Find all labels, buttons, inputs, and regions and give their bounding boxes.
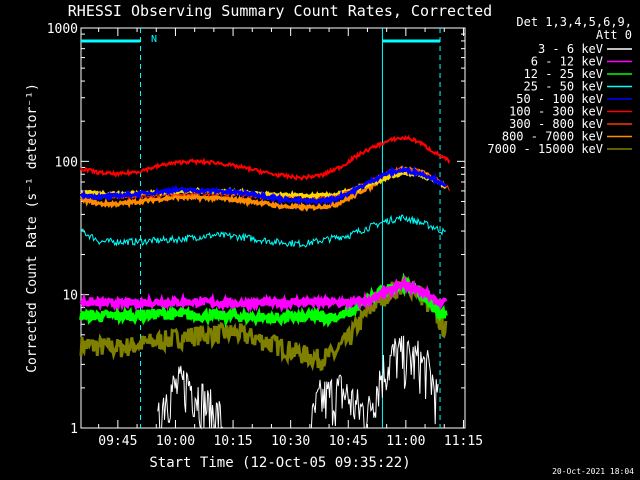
series-line: [157, 365, 224, 430]
plot-frame: [80, 27, 466, 429]
series-line: [79, 276, 448, 372]
x-tick-label: 10:00: [156, 434, 195, 449]
x-axis: 09:45 10:00 10:15 10:30 10:45 11:00 11:15: [98, 28, 483, 449]
plot-area: [80, 27, 466, 429]
series-line: [310, 335, 439, 429]
x-tick-label: 09:45: [98, 434, 137, 449]
x-tick-label: 10:45: [329, 434, 368, 449]
legend-label: 100 - 300 keV: [509, 105, 603, 119]
y-tick-label: 1000: [47, 22, 78, 37]
y-axis-label: Corrected Count Rate (s⁻¹ detector⁻¹): [25, 83, 40, 373]
series-line: [79, 165, 448, 207]
chart-title: RHESSI Observing Summary Count Rates, Co…: [68, 2, 492, 20]
series-group: [79, 134, 451, 430]
x-axis-label: Start Time (12-Oct-05 09:35:22): [149, 455, 410, 471]
timestamp: 20-Oct-2021 18:04: [552, 467, 634, 476]
x-tick-label: 11:15: [444, 434, 483, 449]
x-tick-label: 10:30: [271, 434, 310, 449]
legend-header-line-2: Att 0: [596, 28, 632, 42]
legend-label: 6 - 12 keV: [531, 55, 603, 69]
legend-label: 800 - 7000 keV: [502, 130, 603, 144]
series-line: [79, 274, 448, 314]
flag-label: N: [151, 34, 157, 45]
series-line: [80, 214, 447, 249]
legend-label: 3 - 6 keV: [538, 42, 603, 56]
legend-label: 300 - 800 keV: [509, 117, 603, 131]
y-tick-label: 10: [62, 289, 78, 304]
x-tick-label: 11:00: [386, 434, 425, 449]
legend-label: 12 - 25 keV: [524, 67, 603, 81]
series-line: [80, 134, 451, 181]
legend-label: 50 - 100 keV: [516, 92, 603, 106]
y-tick-label: 100: [55, 155, 78, 170]
legend-label: 25 - 50 keV: [524, 80, 603, 94]
interval-markers: [81, 28, 441, 428]
legend-header-line-1: Det 1,3,4,5,6,9,: [516, 15, 632, 29]
x-tick-label: 10:15: [213, 434, 252, 449]
legend-label: 7000 - 15000 keV: [487, 142, 603, 156]
y-tick-label: 1: [70, 422, 78, 437]
y-axis: 1 10 100 1000: [47, 22, 465, 437]
